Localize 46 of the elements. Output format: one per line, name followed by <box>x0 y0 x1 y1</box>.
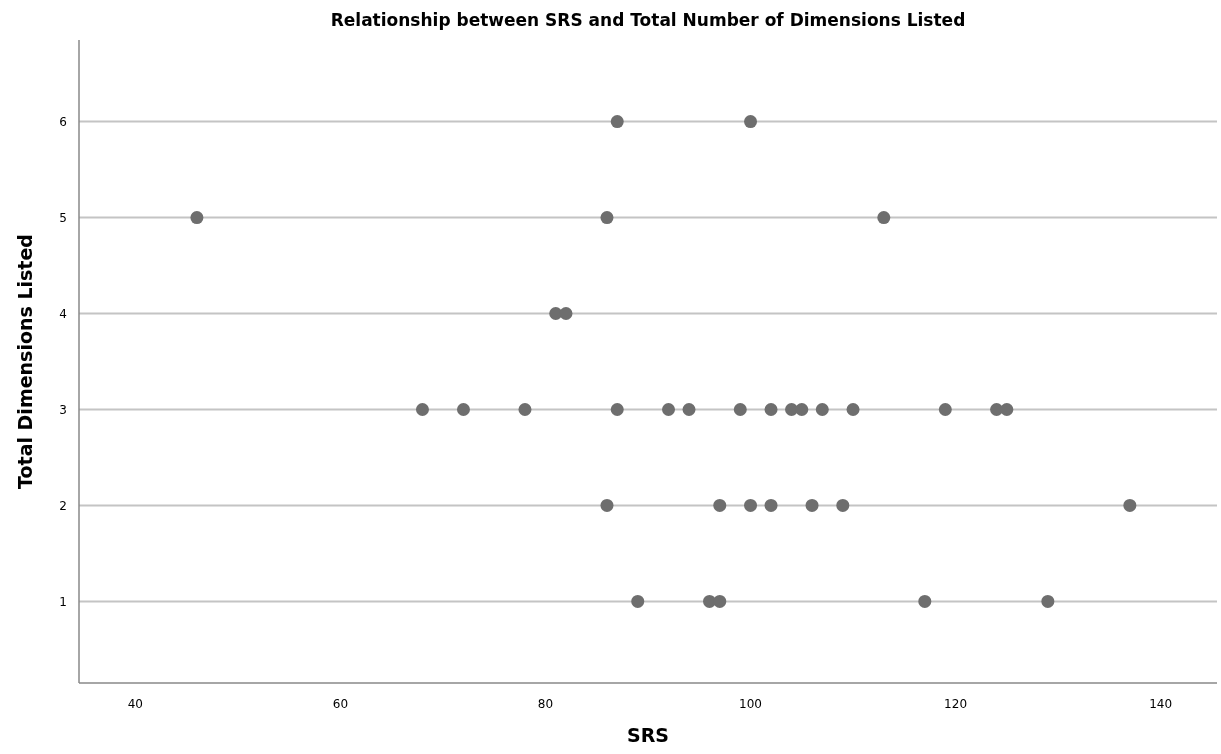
point <box>744 498 758 512</box>
point <box>918 594 932 608</box>
y-tick-label: 1 <box>59 594 67 609</box>
point <box>456 402 470 416</box>
point <box>805 498 819 512</box>
point <box>744 115 758 129</box>
x-tick-label: 40 <box>127 697 144 711</box>
point <box>713 498 727 512</box>
point <box>877 211 891 225</box>
point <box>938 402 952 416</box>
point <box>990 402 1004 416</box>
point <box>559 307 573 321</box>
point <box>415 402 429 416</box>
point <box>662 402 676 416</box>
point <box>682 402 696 416</box>
point <box>610 115 624 129</box>
x-tick-label: 100 <box>739 697 762 711</box>
point <box>836 498 850 512</box>
point <box>600 498 614 512</box>
point <box>846 402 860 416</box>
point <box>631 594 645 608</box>
point <box>1123 498 1137 512</box>
y-axis-title: Total Dimensions Listed <box>14 234 36 489</box>
x-tick-label: 60 <box>332 697 349 711</box>
point <box>1041 594 1055 608</box>
x-tick-label: 120 <box>944 697 968 711</box>
y-tick-label: 5 <box>59 210 67 225</box>
point <box>733 402 747 416</box>
point <box>815 402 829 416</box>
y-tick-label: 4 <box>59 306 67 321</box>
point <box>764 498 778 512</box>
x-tick-label: 80 <box>537 697 554 711</box>
point <box>610 402 624 416</box>
x-axis-title: SRS <box>627 724 669 746</box>
y-tick-label: 2 <box>59 498 67 513</box>
x-tick-label: 140 <box>1149 697 1173 711</box>
point <box>795 402 809 416</box>
point <box>764 402 778 416</box>
y-tick-label: 6 <box>59 114 67 129</box>
point <box>713 594 727 608</box>
point <box>1000 402 1014 416</box>
y-tick-label: 3 <box>59 402 67 417</box>
point <box>190 211 204 225</box>
point <box>518 402 532 416</box>
chart-title: Relationship between SRS and Total Number of Dimensions Listed <box>330 10 966 30</box>
point <box>600 211 614 225</box>
